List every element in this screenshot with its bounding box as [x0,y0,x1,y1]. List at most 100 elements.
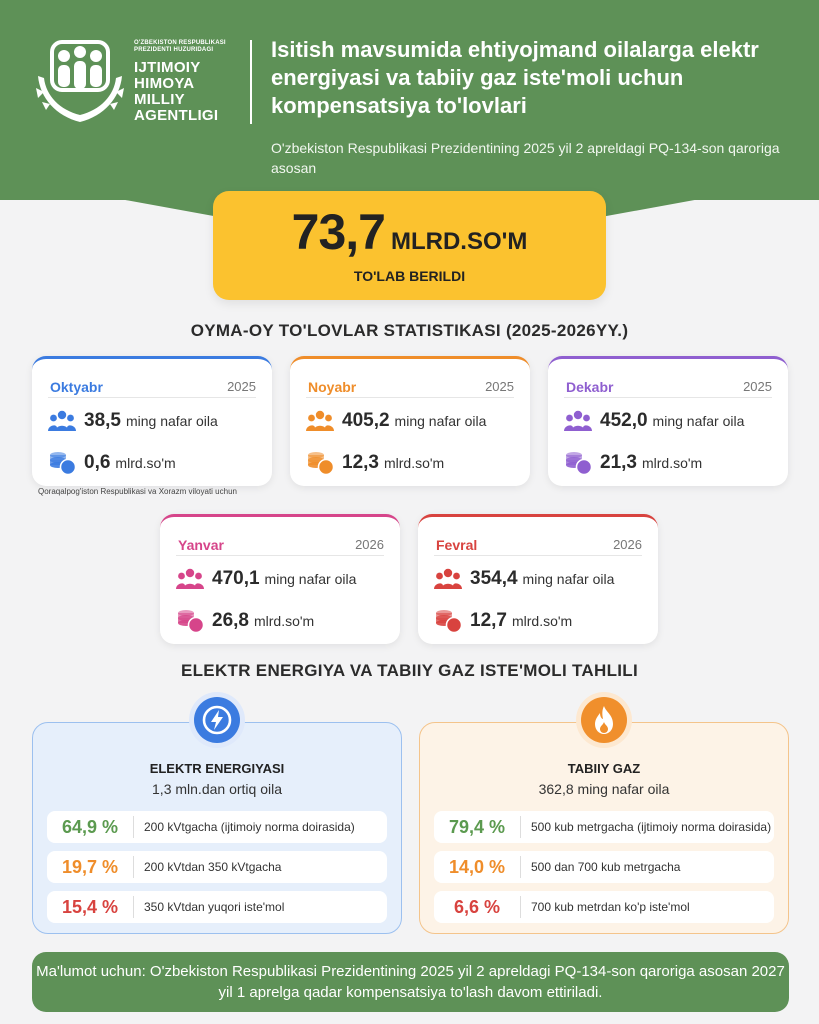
amount-unit: mlrd.so'm [253,613,315,629]
electricity-pct: 19,7 % [61,856,119,877]
row-separator [133,896,134,918]
amount-row: 12,3 mlrd.so'm [306,451,444,475]
total-value: 73,7 [291,204,386,260]
amount-row: 12,7 mlrd.so'm [434,609,572,633]
electricity-pct: 64,9 % [61,816,119,837]
flame-icon [581,697,627,743]
families-row: 354,4 ming nafar oila [434,567,614,591]
month-year: 2025 [227,379,256,394]
electricity-desc: 200 kVtgacha (ijtimoiy norma doirasida) [144,820,355,834]
month-card-oktyabr: Oktyabr 2025 38,5 ming nafar oila 0,6 ml… [32,356,272,486]
amount-value: 0,6 [84,452,111,473]
row-separator [133,856,134,878]
electricity-title: ELEKTR ENERGIYASI [149,761,285,776]
lightning-icon [194,697,240,743]
electricity-row: 15,4 % 350 kVtdan yuqori iste'mol [47,891,387,923]
amount-row: 21,3 mlrd.so'm [564,451,702,475]
card-divider [564,397,772,398]
electricity-desc: 350 kVtdan yuqori iste'mol [144,900,285,914]
gas-row: 79,4 % 500 kub metrgacha (ijtimoiy norma… [434,811,774,843]
family-icon [564,410,592,431]
month-name: Yanvar [178,537,224,553]
page-title: Isitish mavsumida ehtiyojmand oilalarga … [271,37,759,118]
agency-logo: O'ZBEKISTON RESPUBLIKASI PREZIDENTI HUZU… [34,36,226,130]
total-unit: MLRD.SO'M [390,228,528,255]
amount-unit: mlrd.so'm [511,613,573,629]
electricity-subtitle: 1,3 mln.dan ortiq oila [152,781,282,797]
coins-icon [566,452,592,475]
amount-unit: mlrd.so'm [383,455,445,471]
total-caption: TO'LAB BERILDI [353,268,466,284]
gas-panel: TABIIY GAZ 362,8 ming nafar oila 79,4 % … [419,697,789,934]
analysis-section-title: ELEKTR ENERGIYA VA TABIIY GAZ ISTE'MOLI … [180,661,638,680]
month-name: Fevral [436,537,478,553]
amount-unit: mlrd.so'm [115,455,176,471]
family-icon [306,410,334,431]
card-divider [48,397,256,398]
month-card-yanvar: Yanvar 2026 470,1 ming nafar oila 26,8 m… [160,514,400,644]
electricity-panel: ELEKTR ENERGIYASI 1,3 mln.dan ortiq oila… [32,697,402,934]
row-separator [520,816,521,838]
logo-line: IJTIMOIY [134,59,201,76]
agency-emblem-icon [36,40,124,122]
month-card-dekabr: Dekabr 2025 452,0 ming nafar oila 21,3 m… [548,356,788,486]
coins-icon [308,452,334,475]
families-value: 470,1 [212,568,260,589]
card-divider [176,555,384,556]
header-divider [250,40,252,124]
monthly-section-title: OYMA-OY TO'LOVLAR STATISTIKASI (2025-202… [190,321,629,340]
families-row: 38,5 ming nafar oila [48,409,218,433]
coins-icon [178,610,204,633]
family-icon [434,568,462,589]
month-name: Dekabr [566,379,614,395]
amount-row: 0,6 mlrd.so'm [48,451,176,475]
gas-pct: 79,4 % [448,816,506,837]
electricity-desc: 200 kVtdan 350 kVtgacha [144,860,282,874]
month-name: Noyabr [308,379,357,395]
coins-icon [436,610,462,633]
total-paid-card: 73,7 MLRD.SO'M TO'LAB BERILDI [213,191,606,300]
month-name: Oktyabr [50,379,103,395]
families-row: 470,1 ming nafar oila [176,567,356,591]
coins-icon [50,452,76,475]
header-banner: O'ZBEKISTON RESPUBLIKASI PREZIDENTI HUZU… [0,0,819,200]
families-value: 405,2 [342,410,390,431]
card-divider [434,555,642,556]
electricity-row: 19,7 % 200 kVtdan 350 kVtgacha [47,851,387,883]
month-year: 2025 [743,379,772,394]
amount-unit: mlrd.so'm [641,455,703,471]
logo-name: IJTIMOIY HIMOYA MILLIY AGENTLIGI [134,60,234,124]
gas-row: 14,0 % 500 dan 700 kub metrgacha [434,851,774,883]
gas-desc: 500 kub metrgacha (ijtimoiy norma doiras… [531,820,772,834]
electricity-row: 64,9 % 200 kVtgacha (ijtimoiy norma doir… [47,811,387,843]
logo-line: HIMOYA [134,75,195,92]
total-amount: 73,7 MLRD.SO'M [213,203,606,261]
gas-desc: 500 dan 700 kub metrgacha [531,860,681,874]
amount-value: 21,3 [600,452,637,473]
amount-row: 26,8 mlrd.so'm [176,609,314,633]
families-unit: ming nafar oila [522,571,615,587]
logo-line: MILLIY [134,91,185,108]
month-card-fevral: Fevral 2026 354,4 ming nafar oila 12,7 m… [418,514,658,644]
amount-value: 12,7 [470,610,507,631]
logo-line: AGENTLIGI [134,107,219,124]
month-year: 2025 [485,379,514,394]
families-unit: ming nafar oila [125,413,218,429]
families-value: 38,5 [84,410,121,431]
october-note: Qoraqalpog'iston Respublikasi va Xorazm … [38,487,237,496]
families-value: 452,0 [600,410,648,431]
families-unit: ming nafar oila [394,413,487,429]
family-icon [48,410,76,431]
families-row: 405,2 ming nafar oila [306,409,486,433]
families-row: 452,0 ming nafar oila [564,409,744,433]
row-separator [133,816,134,838]
card-divider [306,397,514,398]
row-separator [520,896,521,918]
amount-value: 12,3 [342,452,379,473]
gas-row: 6,6 % 700 kub metrdan ko'p iste'mol [434,891,774,923]
gas-title: TABIIY GAZ [567,761,641,776]
month-year: 2026 [613,537,642,552]
gas-pct: 14,0 % [448,856,506,877]
header-wedge [120,199,700,219]
gas-desc: 700 kub metrdan ko'p iste'mol [531,900,690,914]
